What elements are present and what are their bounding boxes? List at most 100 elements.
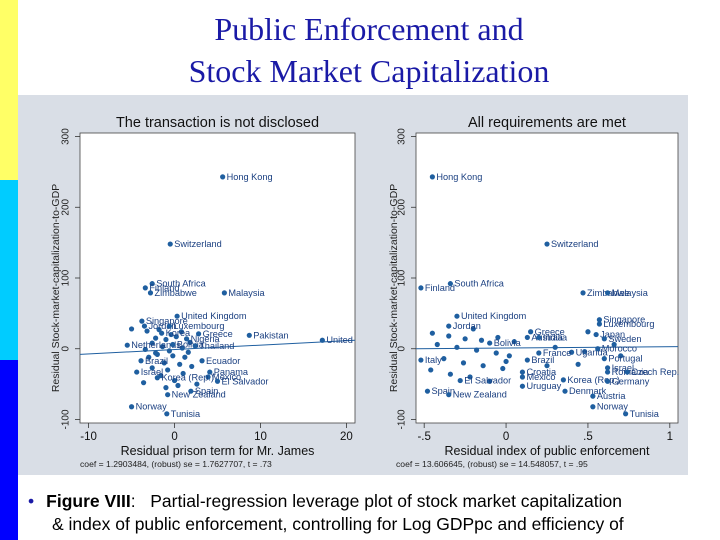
chart1-point <box>183 336 190 342</box>
chart1-point <box>149 365 155 371</box>
chart2-ylabel: Residual Stock-market-capitalization-to-… <box>388 184 400 392</box>
sidebar-cyan-band <box>0 180 18 360</box>
chart2-point-label: France <box>543 348 572 358</box>
chart2-point <box>487 378 493 384</box>
chart1-point <box>159 344 166 350</box>
chart2-point <box>446 392 452 398</box>
slide-title-line1: Public Enforcement and <box>214 11 524 47</box>
chart1-point-label: Ecuador <box>206 356 240 366</box>
chart2-point-label: Jordan <box>453 321 481 331</box>
chart1-point <box>166 323 172 329</box>
chart2-point <box>429 174 435 180</box>
chart2-point <box>624 369 630 375</box>
chart1-point <box>170 341 176 348</box>
chart1-point-label: Norway <box>136 402 168 412</box>
chart1-title: The transaction is not disclosed <box>116 115 319 131</box>
chart1-point <box>205 374 211 380</box>
chart1-point <box>153 350 159 356</box>
chart2-title: All requirements are met <box>468 115 626 131</box>
chart1-point <box>146 354 152 360</box>
chart2-xtick-label: 0 <box>503 431 509 443</box>
chart2-ytick-label: 100 <box>397 269 408 286</box>
chart1-point-label: Korea <box>166 328 191 338</box>
chart1-point <box>134 369 140 375</box>
chart2-point-label: Japan <box>600 330 625 340</box>
chart1-point <box>139 318 145 324</box>
chart2-point-label: India <box>543 332 564 342</box>
chart2-point <box>560 377 566 383</box>
chart2-point <box>524 334 530 341</box>
chart2-fit-line <box>415 346 679 350</box>
slide-sidebar <box>0 0 18 540</box>
chart1-point <box>180 370 186 377</box>
chart2-point-label: Romania <box>612 367 650 377</box>
chart1-point <box>207 369 213 375</box>
chart2-point-label: Luxembourg <box>603 319 654 329</box>
chart1-point <box>178 329 185 335</box>
chart1-point-label: Zimbabwe <box>154 288 196 298</box>
chart2-point-label: Bolivia <box>494 338 522 348</box>
chart2-point <box>454 344 460 350</box>
chart1-point <box>144 328 150 334</box>
chart2-xlabel: Residual index of public enforcement <box>445 444 651 458</box>
chart1-point-label: United Kingdom <box>181 311 247 321</box>
sidebar-yellow-band <box>0 0 18 180</box>
chart1-point-label: El Salvador <box>222 376 269 386</box>
chart2-point <box>495 334 501 341</box>
chart1-point-label: Nigeria <box>191 334 221 344</box>
chart2-point-label: Australia <box>531 332 568 342</box>
chart2-footnote: coef = 13.606645, (robust) se = 14.54805… <box>396 459 588 469</box>
chart2-point <box>585 329 591 335</box>
chart2-point-label: Austria <box>597 391 626 401</box>
chart1-point <box>149 281 155 287</box>
chart1-point <box>182 354 188 360</box>
chart1-plot-background <box>79 132 356 424</box>
caption-bullet: • <box>28 491 35 511</box>
chart2-ytick-label: 300 <box>397 128 408 145</box>
chart1-point-label: New Zealand <box>172 390 226 400</box>
chart2-point <box>467 374 473 380</box>
chart2-point-label: Spain <box>431 386 455 396</box>
chart2-point <box>446 323 452 329</box>
chart1-point <box>199 358 205 364</box>
chart1-ytick-label: 200 <box>61 198 72 215</box>
chart2-point <box>596 321 603 327</box>
chart2-point-label: Portugal <box>608 354 642 364</box>
chart1-point-label: Luxembourg <box>173 321 224 331</box>
chart1-xtick-label: -10 <box>80 431 97 443</box>
caption-text-line2: & index of public enforcement, controlli… <box>52 514 624 534</box>
chart1-point <box>165 367 171 373</box>
chart1-point <box>189 363 195 370</box>
chart2-point <box>493 350 499 356</box>
chart1-point <box>171 377 178 384</box>
chart2-point <box>604 365 611 371</box>
chart2-point <box>480 363 486 369</box>
chart2-point <box>519 383 526 389</box>
chart2-point <box>601 356 607 362</box>
chart2-point <box>418 357 424 363</box>
chart1-point <box>195 331 202 337</box>
chart2-point-label: Morocco <box>602 344 637 354</box>
chart2-ytick-label: 0 <box>397 346 408 352</box>
chart2-point <box>562 388 568 394</box>
chart2-point <box>503 358 509 365</box>
chart1-footnote: coef = 1.2903484, (robust) se = 1.762770… <box>80 459 272 469</box>
chart2-point-label: Singapore <box>603 315 645 325</box>
chart1-xtick-label: 20 <box>340 431 353 443</box>
chart1-point <box>174 313 180 319</box>
chart2-point <box>604 290 611 296</box>
chart1-point <box>161 360 167 366</box>
chart2-point <box>604 369 611 375</box>
chart1-ylabel: Residual Stock-market-capitalization-to-… <box>50 184 62 392</box>
chart1-xlabel: Residual prison term for Mr. James <box>121 444 315 458</box>
chart1-point <box>177 361 183 367</box>
chart1-point <box>214 378 221 384</box>
chart2-point-label: New Zealand <box>453 390 507 400</box>
chart1-point <box>319 337 325 343</box>
slide-caption: • Figure VIII: Partial-regression leverag… <box>28 490 718 536</box>
chart2-point-label: Greece <box>535 327 565 337</box>
chart2-point <box>454 313 460 319</box>
chart1-point-label: Panama <box>214 367 249 377</box>
chart2-point <box>500 365 506 372</box>
chart1-point <box>185 349 191 355</box>
